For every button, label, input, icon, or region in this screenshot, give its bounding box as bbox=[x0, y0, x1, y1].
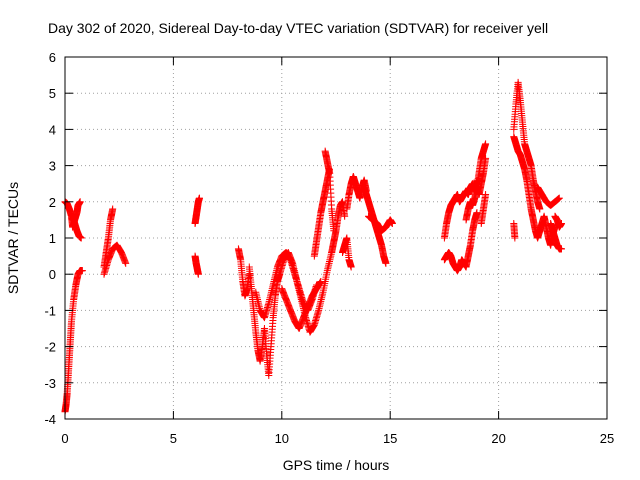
data-point bbox=[317, 277, 325, 285]
data-point bbox=[557, 220, 565, 228]
y-tick-label: 6 bbox=[49, 50, 56, 65]
data-point bbox=[109, 205, 117, 213]
y-tick-label: -4 bbox=[44, 412, 56, 427]
y-tick-label: 2 bbox=[49, 195, 56, 210]
data-point bbox=[555, 194, 563, 202]
data-point bbox=[536, 205, 544, 213]
data-point bbox=[511, 234, 519, 242]
x-tick-label: 15 bbox=[383, 431, 397, 446]
y-tick-label: -2 bbox=[44, 340, 56, 355]
data-point bbox=[473, 209, 481, 217]
gridlines bbox=[65, 57, 607, 419]
data-point bbox=[382, 259, 390, 267]
y-tick-labels: -4 -3 -2 -1 0 1 2 3 4 5 6 bbox=[44, 50, 56, 427]
data-point bbox=[482, 191, 490, 199]
data-point bbox=[78, 267, 86, 275]
x-axis-label: GPS time / hours bbox=[283, 457, 390, 473]
axis-ticks bbox=[64, 56, 608, 420]
data-point bbox=[341, 212, 349, 220]
data-point bbox=[122, 259, 130, 267]
data-point bbox=[325, 169, 333, 177]
y-tick-label: 0 bbox=[49, 267, 56, 282]
data-point bbox=[557, 245, 565, 253]
x-tick-label: 20 bbox=[491, 431, 505, 446]
y-tick-label: -3 bbox=[44, 376, 56, 391]
x-tick-label: 10 bbox=[275, 431, 289, 446]
y-tick-label: 3 bbox=[49, 159, 56, 174]
y-tick-label: 5 bbox=[49, 86, 56, 101]
x-tick-label: 25 bbox=[600, 431, 614, 446]
y-tick-label: -1 bbox=[44, 303, 56, 318]
y-tick-label: 1 bbox=[49, 231, 56, 246]
x-tick-label: 0 bbox=[61, 431, 68, 446]
x-tick-labels: 0 5 10 15 20 25 bbox=[61, 431, 614, 446]
data-point bbox=[388, 220, 396, 228]
data-point bbox=[195, 194, 203, 202]
y-axis-label: SDTVAR / TECUs bbox=[5, 182, 21, 294]
data-point bbox=[77, 234, 85, 242]
y-tick-label: 4 bbox=[49, 122, 56, 137]
data-point bbox=[76, 198, 84, 206]
data-point bbox=[482, 140, 490, 148]
data-point bbox=[194, 270, 202, 278]
x-tick-label: 5 bbox=[170, 431, 177, 446]
chart-title: Day 302 of 2020, Sidereal Day-to-day VTE… bbox=[48, 20, 548, 36]
data-point bbox=[347, 263, 355, 271]
data-points bbox=[61, 78, 565, 416]
